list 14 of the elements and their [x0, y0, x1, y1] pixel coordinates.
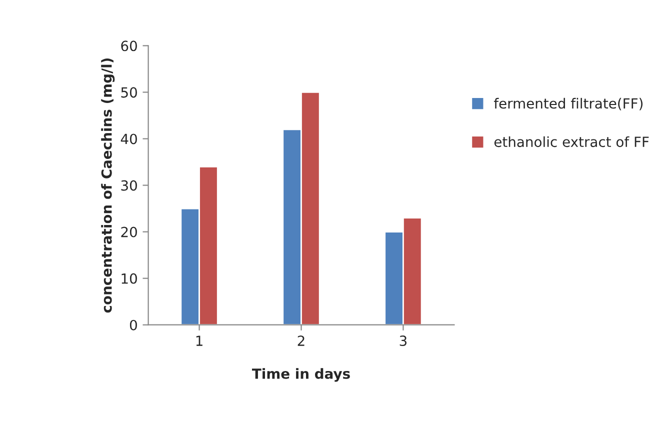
x-tick-label: 2 [298, 336, 304, 346]
y-tick-label: 0 [130, 320, 137, 330]
y-tick-label: 30 [121, 180, 137, 191]
x-axis-title: Time in days [252, 368, 350, 382]
y-tick-label: 60 [121, 40, 137, 52]
x-tick-label: 3 [400, 336, 407, 346]
y-tick-label: 40 [120, 134, 137, 144]
y-tick-label: 20 [121, 226, 137, 238]
legend-label: ethanolic extract of FF [494, 136, 649, 148]
x-tick-label: 1 [196, 336, 202, 346]
y-axis-title: concentration of Caechins (mg/l) [101, 58, 115, 313]
legend-label: fermented filtrate(FF) [494, 98, 643, 110]
y-tick-label: 10 [122, 273, 137, 284]
y-tick-label: 50 [121, 87, 137, 98]
